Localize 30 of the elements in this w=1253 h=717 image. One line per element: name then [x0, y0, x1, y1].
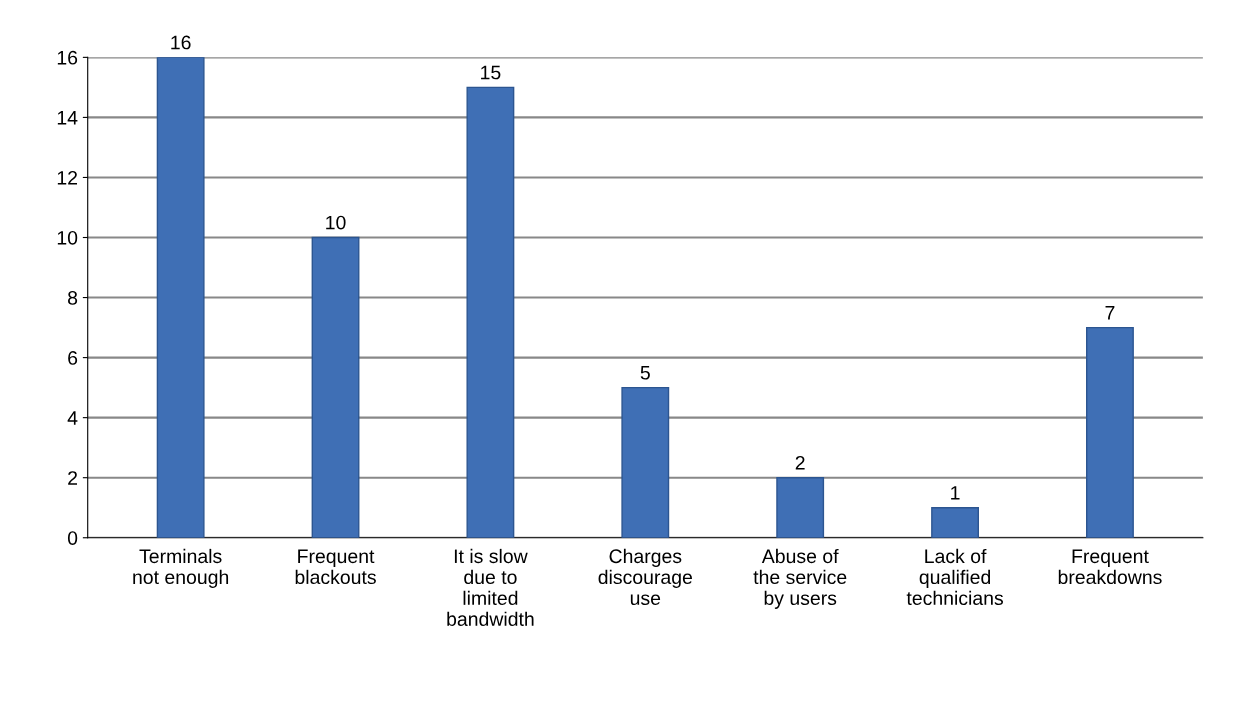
bar	[311, 236, 360, 538]
x-tick-label: Charges discourage use	[598, 548, 692, 606]
y-tick-label: 8	[68, 291, 78, 305]
bar	[1086, 326, 1134, 538]
x-tick-label: Abuse of the service by users	[753, 548, 847, 609]
bar	[776, 477, 825, 538]
bar	[621, 386, 670, 538]
y-tick-label: 4	[67, 411, 78, 425]
bar	[466, 86, 515, 538]
y-tick-label: 6	[68, 351, 78, 365]
x-tick-label: It is slow due to limited bandwidth	[447, 548, 534, 626]
y-tick-label: 0	[67, 531, 78, 545]
y-tick-label: 10	[57, 230, 78, 245]
data-label: 10	[326, 215, 346, 230]
data-label: 5	[640, 366, 650, 380]
y-tick-label: 12	[57, 170, 78, 185]
data-label: 15	[481, 65, 501, 80]
x-tick-label: Terminals not enough	[133, 548, 229, 588]
data-label: 7	[1105, 306, 1115, 320]
data-label: 1	[951, 486, 960, 500]
data-label: 2	[795, 455, 805, 470]
x-tick-label: Frequent breakdowns	[1058, 549, 1162, 585]
x-tick-label: Lack of qualified technicians	[906, 548, 1003, 606]
y-tick-label: 2	[68, 471, 78, 485]
data-label: 16	[171, 35, 191, 50]
bar	[931, 507, 979, 538]
bar	[156, 57, 205, 538]
y-tick-label: 16	[57, 50, 78, 65]
y-tick-label: 14	[57, 111, 78, 125]
x-tick-label: Frequent blackouts	[295, 549, 376, 585]
